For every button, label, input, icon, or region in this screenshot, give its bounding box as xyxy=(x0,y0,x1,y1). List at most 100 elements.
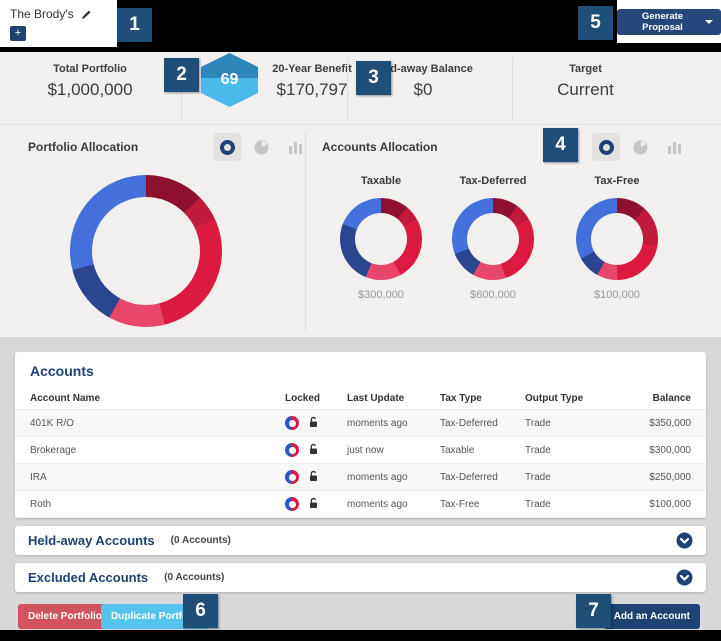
allocation-area: Portfolio Allocation Accounts Allocation xyxy=(0,125,721,337)
taxable-allocation-block: Taxable $300,000 xyxy=(325,175,437,301)
portfolio-allocation-title: Portfolio Allocation xyxy=(28,140,139,154)
tax-type: Tax-Deferred xyxy=(440,471,498,483)
portfolio-chart-toggle-group xyxy=(213,133,309,161)
stat-label: 20-Year Benefit xyxy=(272,63,352,75)
stat-label: Target xyxy=(569,63,602,75)
accounts-section-title: Accounts xyxy=(30,363,94,379)
callout-4: 4 xyxy=(543,128,578,162)
callout-2: 2 xyxy=(164,58,199,92)
table-row[interactable]: Brokerage just now Taxable Trade $300,00… xyxy=(15,437,706,464)
donut-amount: $600,000 xyxy=(470,289,516,301)
col-balance: Balance xyxy=(652,393,691,404)
last-update: moments ago xyxy=(347,498,408,510)
allocation-donut-icon xyxy=(285,470,299,484)
bar-chart-icon[interactable] xyxy=(281,133,309,161)
stat-value: $170,797 xyxy=(276,80,348,99)
bar-chart-icon[interactable] xyxy=(660,133,688,161)
score-value: 69 xyxy=(220,71,239,88)
portfolio-name: The Brody's xyxy=(10,7,74,21)
excluded-accounts-section[interactable]: Excluded Accounts (0 Accounts) xyxy=(15,563,706,592)
pie-chart-icon[interactable] xyxy=(626,133,654,161)
balance: $350,000 xyxy=(649,417,691,429)
edit-pencil-icon[interactable] xyxy=(81,9,92,20)
callout-1: 1 xyxy=(117,8,152,42)
lower-area: Accounts Account Name Locked Last Update… xyxy=(0,337,721,641)
balance: $300,000 xyxy=(649,444,691,456)
divider xyxy=(512,58,513,120)
score-hexagon-badge: 69 xyxy=(201,53,258,107)
unlock-icon[interactable] xyxy=(307,443,319,458)
col-output-type: Output Type xyxy=(525,393,584,404)
tax-type: Tax-Deferred xyxy=(440,417,498,429)
tax-type: Taxable xyxy=(440,444,475,456)
output-type: Trade xyxy=(525,417,551,429)
donut-amount: $300,000 xyxy=(358,289,404,301)
account-name: IRA xyxy=(30,471,47,483)
donut-chart-icon[interactable] xyxy=(213,133,241,161)
delete-portfolio-button[interactable]: Delete Portfolio xyxy=(18,604,112,629)
accounts-table-header: Account Name Locked Last Update Tax Type… xyxy=(15,388,706,410)
allocation-donut-icon xyxy=(285,416,299,430)
last-update: moments ago xyxy=(347,417,408,429)
unlock-icon[interactable] xyxy=(307,416,319,431)
allocation-donut-icon xyxy=(285,443,299,457)
table-row[interactable]: Roth moments ago Tax-Free Trade $100,000 xyxy=(15,491,706,518)
table-row[interactable]: 401K R/O moments ago Tax-Deferred Trade … xyxy=(15,410,706,437)
unlock-icon[interactable] xyxy=(307,470,319,485)
donut-title: Tax-Deferred xyxy=(459,175,527,187)
stat-value: $1,000,000 xyxy=(47,80,133,99)
table-row[interactable]: IRA moments ago Tax-Deferred Trade $250,… xyxy=(15,464,706,491)
generate-proposal-button[interactable]: Generate Proposal xyxy=(617,8,721,35)
callout-7: 7 xyxy=(576,594,611,628)
stat-value: Current xyxy=(557,80,614,99)
excluded-accounts-title: Excluded Accounts xyxy=(28,570,149,585)
stat-value: $0 xyxy=(413,80,433,99)
portfolio-allocation-donut xyxy=(70,175,222,327)
accounts-card: Accounts Account Name Locked Last Update… xyxy=(15,352,706,518)
output-type: Trade xyxy=(525,444,551,456)
callout-6: 6 xyxy=(183,594,218,628)
accounts-allocation-title: Accounts Allocation xyxy=(322,140,438,154)
donut-hole xyxy=(92,197,200,305)
donut-title: Tax-Free xyxy=(594,175,640,187)
accounts-chart-toggle-group xyxy=(592,133,688,161)
allocation-donut-icon xyxy=(285,497,299,511)
chevron-down-icon[interactable] xyxy=(676,532,693,549)
held-away-accounts-count: (0 Accounts) xyxy=(170,535,231,546)
held-away-accounts-section[interactable]: Held-away Accounts (0 Accounts) xyxy=(15,526,706,555)
account-name: Brokerage xyxy=(30,444,77,456)
divider xyxy=(347,58,348,120)
tax-type: Tax-Free xyxy=(440,498,480,510)
stat-total-portfolio: Total Portfolio $1,000,000 xyxy=(20,63,160,100)
caret-down-icon xyxy=(705,19,713,24)
donut-hole xyxy=(467,213,519,265)
tax-deferred-donut xyxy=(452,198,534,280)
generate-proposal-label: Generate Proposal xyxy=(641,10,684,33)
chevron-down-icon[interactable] xyxy=(676,569,693,586)
account-name: 401K R/O xyxy=(30,417,74,429)
pie-chart-icon[interactable] xyxy=(247,133,275,161)
col-last-update: Last Update xyxy=(347,393,405,404)
donut-title: Taxable xyxy=(360,175,402,187)
callout-5: 5 xyxy=(578,6,613,40)
balance: $100,000 xyxy=(649,498,691,510)
proposal-box: Generate Proposal xyxy=(617,0,721,43)
col-account-name: Account Name xyxy=(30,393,101,404)
col-tax-type: Tax Type xyxy=(440,393,482,404)
tax-free-allocation-block: Tax-Free $100,000 xyxy=(561,175,673,301)
donut-chart-icon[interactable] xyxy=(592,133,620,161)
excluded-accounts-count: (0 Accounts) xyxy=(164,572,225,583)
output-type: Trade xyxy=(525,471,551,483)
held-away-accounts-title: Held-away Accounts xyxy=(28,533,155,548)
add-an-account-button[interactable]: Add an Account xyxy=(603,604,700,629)
last-update: moments ago xyxy=(347,471,408,483)
donut-amount: $100,000 xyxy=(594,289,640,301)
add-portfolio-button[interactable]: + xyxy=(10,26,26,41)
balance: $250,000 xyxy=(649,471,691,483)
output-type: Trade xyxy=(525,498,551,510)
stat-20-year-benefit: 20-Year Benefit $170,797 xyxy=(252,63,372,100)
donut-hole xyxy=(355,213,407,265)
unlock-icon[interactable] xyxy=(307,497,319,512)
bottom-black-bar xyxy=(0,630,721,641)
